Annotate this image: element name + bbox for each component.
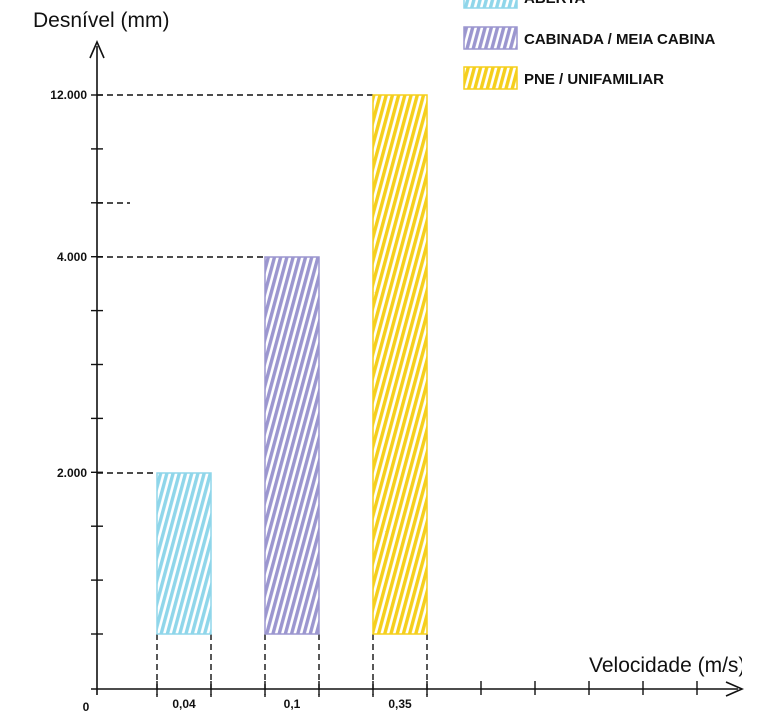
bar-1 [156, 472, 212, 635]
x-tick-label: 0,04 [172, 697, 196, 711]
axes [89, 40, 744, 697]
origin-label: 0 [83, 700, 90, 714]
legend-item-2: CABINADA / MEIA CABINA [463, 26, 716, 50]
legend-label: PNE / UNIFAMILIAR [524, 71, 664, 88]
x-tick-label: 0,35 [388, 697, 412, 711]
bars [156, 94, 428, 635]
legend-item-3: PNE / UNIFAMILIAR [463, 66, 664, 90]
y-tick-label: 4.000 [57, 250, 87, 264]
legend-label: CABINADA / MEIA CABINA [524, 31, 716, 48]
y-axis-title: Desnível (mm) [33, 9, 170, 32]
legend-swatch [463, 0, 518, 9]
legend-swatch [463, 66, 518, 90]
legend-label: ABERTA [524, 0, 586, 7]
x-axis-arrow [725, 681, 744, 697]
legend-items: ABERTA CABINADA / MEIA CABINA PNE / UNIFAM… [463, 0, 716, 90]
labels: 2.000 4.000 12.000 0,04 0,1 0,35 0 Desnível (mm… [33, 9, 745, 714]
bar-3 [372, 94, 428, 635]
legend-swatch [463, 26, 518, 50]
x-axis-title: Velocidade (m/s) [589, 654, 745, 677]
y-tick-label: 12.000 [50, 88, 87, 102]
y-tick-label: 2.000 [57, 466, 87, 480]
bar-2 [264, 256, 320, 635]
x-tick-label: 0,1 [284, 697, 301, 711]
legend: ABERTA CABINADA / MEIA CABINA PNE / UNIFAM… [463, 0, 716, 90]
ticks [91, 94, 698, 695]
legend-item-1: ABERTA [463, 0, 586, 9]
y-axis-arrow [89, 40, 105, 59]
